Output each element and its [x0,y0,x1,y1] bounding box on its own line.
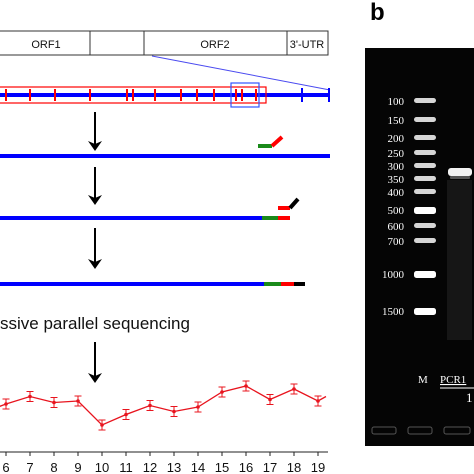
ladder-label: 700 [388,236,405,248]
x-tick-label: 10 [95,460,109,474]
ladder-band [414,189,436,194]
region-orf2: ORF2 [200,39,229,51]
x-tick-label: 11 [119,460,133,474]
error-bars [2,380,322,431]
data-point [244,384,248,388]
data-point [220,390,224,394]
ladder-band [414,238,436,243]
ladder-band [414,163,436,168]
x-tick-label: 9 [74,460,81,474]
ladder-band [414,207,436,214]
lane-marker-label: M [418,374,428,386]
trace-chart: 6 7 8 9 10 11 12 13 14 15 16 17 18 19 [0,380,328,474]
data-point [172,409,176,414]
region-3utr: 3'-UTR [290,39,325,51]
genome-with-primers [0,82,330,108]
selected-region-box [230,82,260,108]
ladder-label: 1000 [382,269,405,281]
gel-well-3 [443,426,471,435]
series-line [0,385,327,426]
ladder-band [414,135,436,140]
ladder-bands [414,98,436,315]
genome-region-bar: ORF1 ORF2 3'-UTR [0,30,329,56]
pcr-smear [447,180,472,340]
lane-number-label: 1 [466,390,473,405]
step1-genome [0,135,330,158]
region-orf1: ORF1 [31,39,60,51]
x-ticks: 6 7 8 9 10 11 12 13 14 15 16 17 18 19 [2,452,325,474]
zoom-line [151,55,331,91]
pcr-band [448,168,472,176]
x-tick-label: 17 [263,460,277,474]
primer-region-box [0,86,267,104]
primer-ticks [5,89,257,101]
ladder-label: 300 [388,161,405,173]
x-tick-label: 14 [191,460,205,474]
ladder-band [414,176,436,181]
data-point [76,399,80,403]
panel-b-label: b [370,0,385,26]
ladder-band [414,117,436,122]
data-point [292,387,296,391]
ladder-label: 500 [388,205,405,217]
data-point [124,412,128,417]
ladder-band [414,308,436,315]
data-point [52,400,56,405]
ladder-band [414,271,436,278]
gel-well-2 [407,426,433,435]
step2-genome [0,197,300,220]
x-tick-label: 6 [2,460,9,474]
ladder-band [414,98,436,103]
ladder-label: 150 [388,115,405,127]
data-point [316,399,320,403]
ladder-label: 100 [388,96,405,108]
x-tick-label: 12 [143,460,157,474]
sequencing-label: ssive parallel sequencing [0,314,190,333]
data-points [4,384,320,427]
x-tick-label: 19 [311,460,325,474]
ladder-label: 250 [388,148,405,160]
data-point [268,397,272,402]
ladder-band [414,150,436,155]
x-tick-label: 15 [215,460,229,474]
data-point [100,423,104,427]
data-point [28,394,32,399]
ladder-label: 400 [388,187,405,199]
x-tick-label: 16 [239,460,253,474]
x-tick-label: 18 [287,460,301,474]
x-tick-label: 7 [26,460,33,474]
gel-well-1 [371,426,397,435]
ladder-label: 1500 [382,306,405,318]
ladder-band [414,223,436,228]
data-point [4,402,8,406]
data-point [196,405,200,409]
x-tick-label: 13 [167,460,181,474]
ladder-label: 200 [388,133,405,145]
ladder-label: 600 [388,221,405,233]
panel-a: ORF1 ORF2 3'-UTR [0,30,331,474]
x-tick-label: 8 [50,460,57,474]
lane-pcr-label: PCR1 [440,374,466,386]
ladder-label: 350 [388,174,405,186]
data-point [148,403,152,408]
